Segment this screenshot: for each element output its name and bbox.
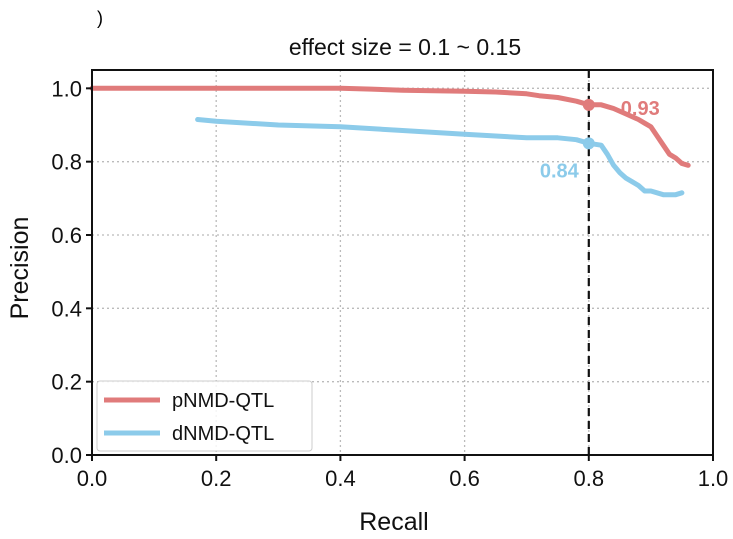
legend-label-pnmd-qtl: pNMD-QTL [172, 390, 274, 412]
x-tick-label: 1.0 [698, 466, 729, 491]
x-tick-label: 0.6 [449, 466, 480, 491]
y-tick-label: 1.0 [51, 76, 82, 101]
x-tick-label: 0.8 [574, 466, 605, 491]
x-tick-label: 0.0 [77, 466, 108, 491]
marker-dnmd-qtl [582, 137, 595, 150]
y-tick-label: 0.0 [51, 443, 82, 468]
marker-pnmd-qtl [582, 98, 595, 111]
series-line-pnmd-qtl [89, 85, 691, 168]
marker-layer [582, 98, 595, 150]
panel-mark: ) [97, 8, 103, 28]
y-tick-label: 0.6 [51, 223, 82, 248]
annotation-dnmd-qtl: 0.84 [540, 160, 580, 182]
y-tick-label: 0.2 [51, 370, 82, 395]
annotation-pnmd-qtl: 0.93 [621, 98, 660, 120]
x-axis-label: Recall [359, 508, 428, 536]
legend-label-dnmd-qtl: dNMD-QTL [172, 423, 274, 445]
x-axis-ticks: 0.0 0.2 0.4 0.6 0.8 1.0 [77, 455, 729, 491]
x-tick-label: 0.4 [325, 466, 356, 491]
plot-frame [91, 69, 714, 456]
chart-title: effect size = 0.1 ~ 0.15 [289, 34, 521, 60]
x-tick-label: 0.2 [201, 466, 232, 491]
legend: pNMD-QTL dNMD-QTL [96, 380, 313, 452]
series-layer [89, 85, 691, 198]
y-tick-label: 0.8 [51, 150, 82, 175]
series-line-dnmd-qtl [195, 117, 685, 198]
y-axis-label: Precision [6, 217, 34, 320]
annotation-layer: 0.93 0.84 [540, 98, 660, 182]
y-tick-label: 0.4 [51, 296, 82, 321]
y-axis-ticks: 0.0 0.2 0.4 0.6 0.8 1.0 [51, 76, 92, 468]
